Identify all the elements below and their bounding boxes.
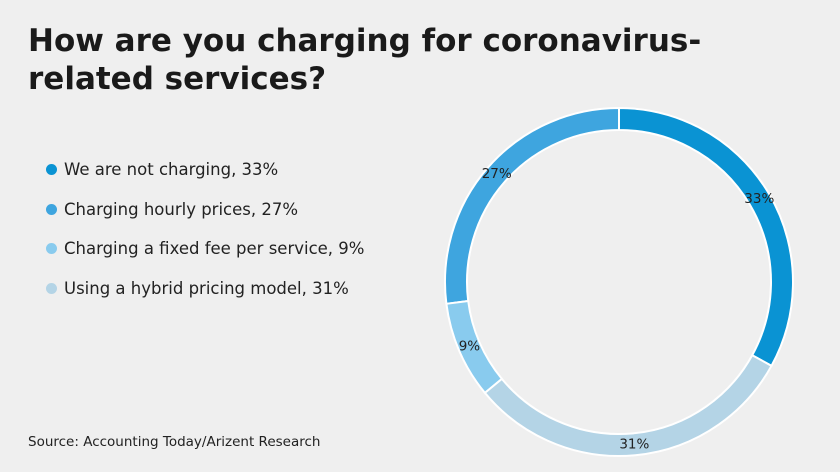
- chart-title: How are you charging for coronavirus-rel…: [28, 23, 702, 97]
- legend-swatch: [46, 243, 57, 255]
- data-label: 27%: [482, 166, 512, 182]
- legend-label: Charging hourly prices, 27%: [64, 199, 299, 219]
- data-label: 31%: [619, 436, 649, 452]
- legend-item: Charging hourly prices, 27%: [46, 190, 364, 230]
- donut-slice: [618, 106, 794, 368]
- legend-swatch: [46, 164, 57, 176]
- legend-swatch: [46, 282, 57, 294]
- legend-item: Charging a fixed fee per service, 9%: [46, 229, 364, 269]
- legend-item: Using a hybrid pricing model, 31%: [46, 269, 364, 309]
- legend-item: We are not charging, 33%: [46, 150, 364, 190]
- data-label: 33%: [744, 191, 774, 207]
- legend: We are not charging, 33% Charging hourly …: [46, 150, 364, 308]
- donut-slice: [483, 353, 773, 457]
- data-label: 9%: [459, 339, 481, 355]
- legend-label: Using a hybrid pricing model, 31%: [64, 278, 349, 298]
- legend-label: We are not charging, 33%: [64, 160, 279, 180]
- legend-swatch: [46, 203, 57, 215]
- donut-slice: [445, 299, 504, 395]
- donut-slice: [444, 106, 620, 305]
- source: Source: Accounting Today/Arizent Researc…: [28, 434, 321, 450]
- legend-label: Charging a fixed fee per service, 9%: [64, 239, 365, 259]
